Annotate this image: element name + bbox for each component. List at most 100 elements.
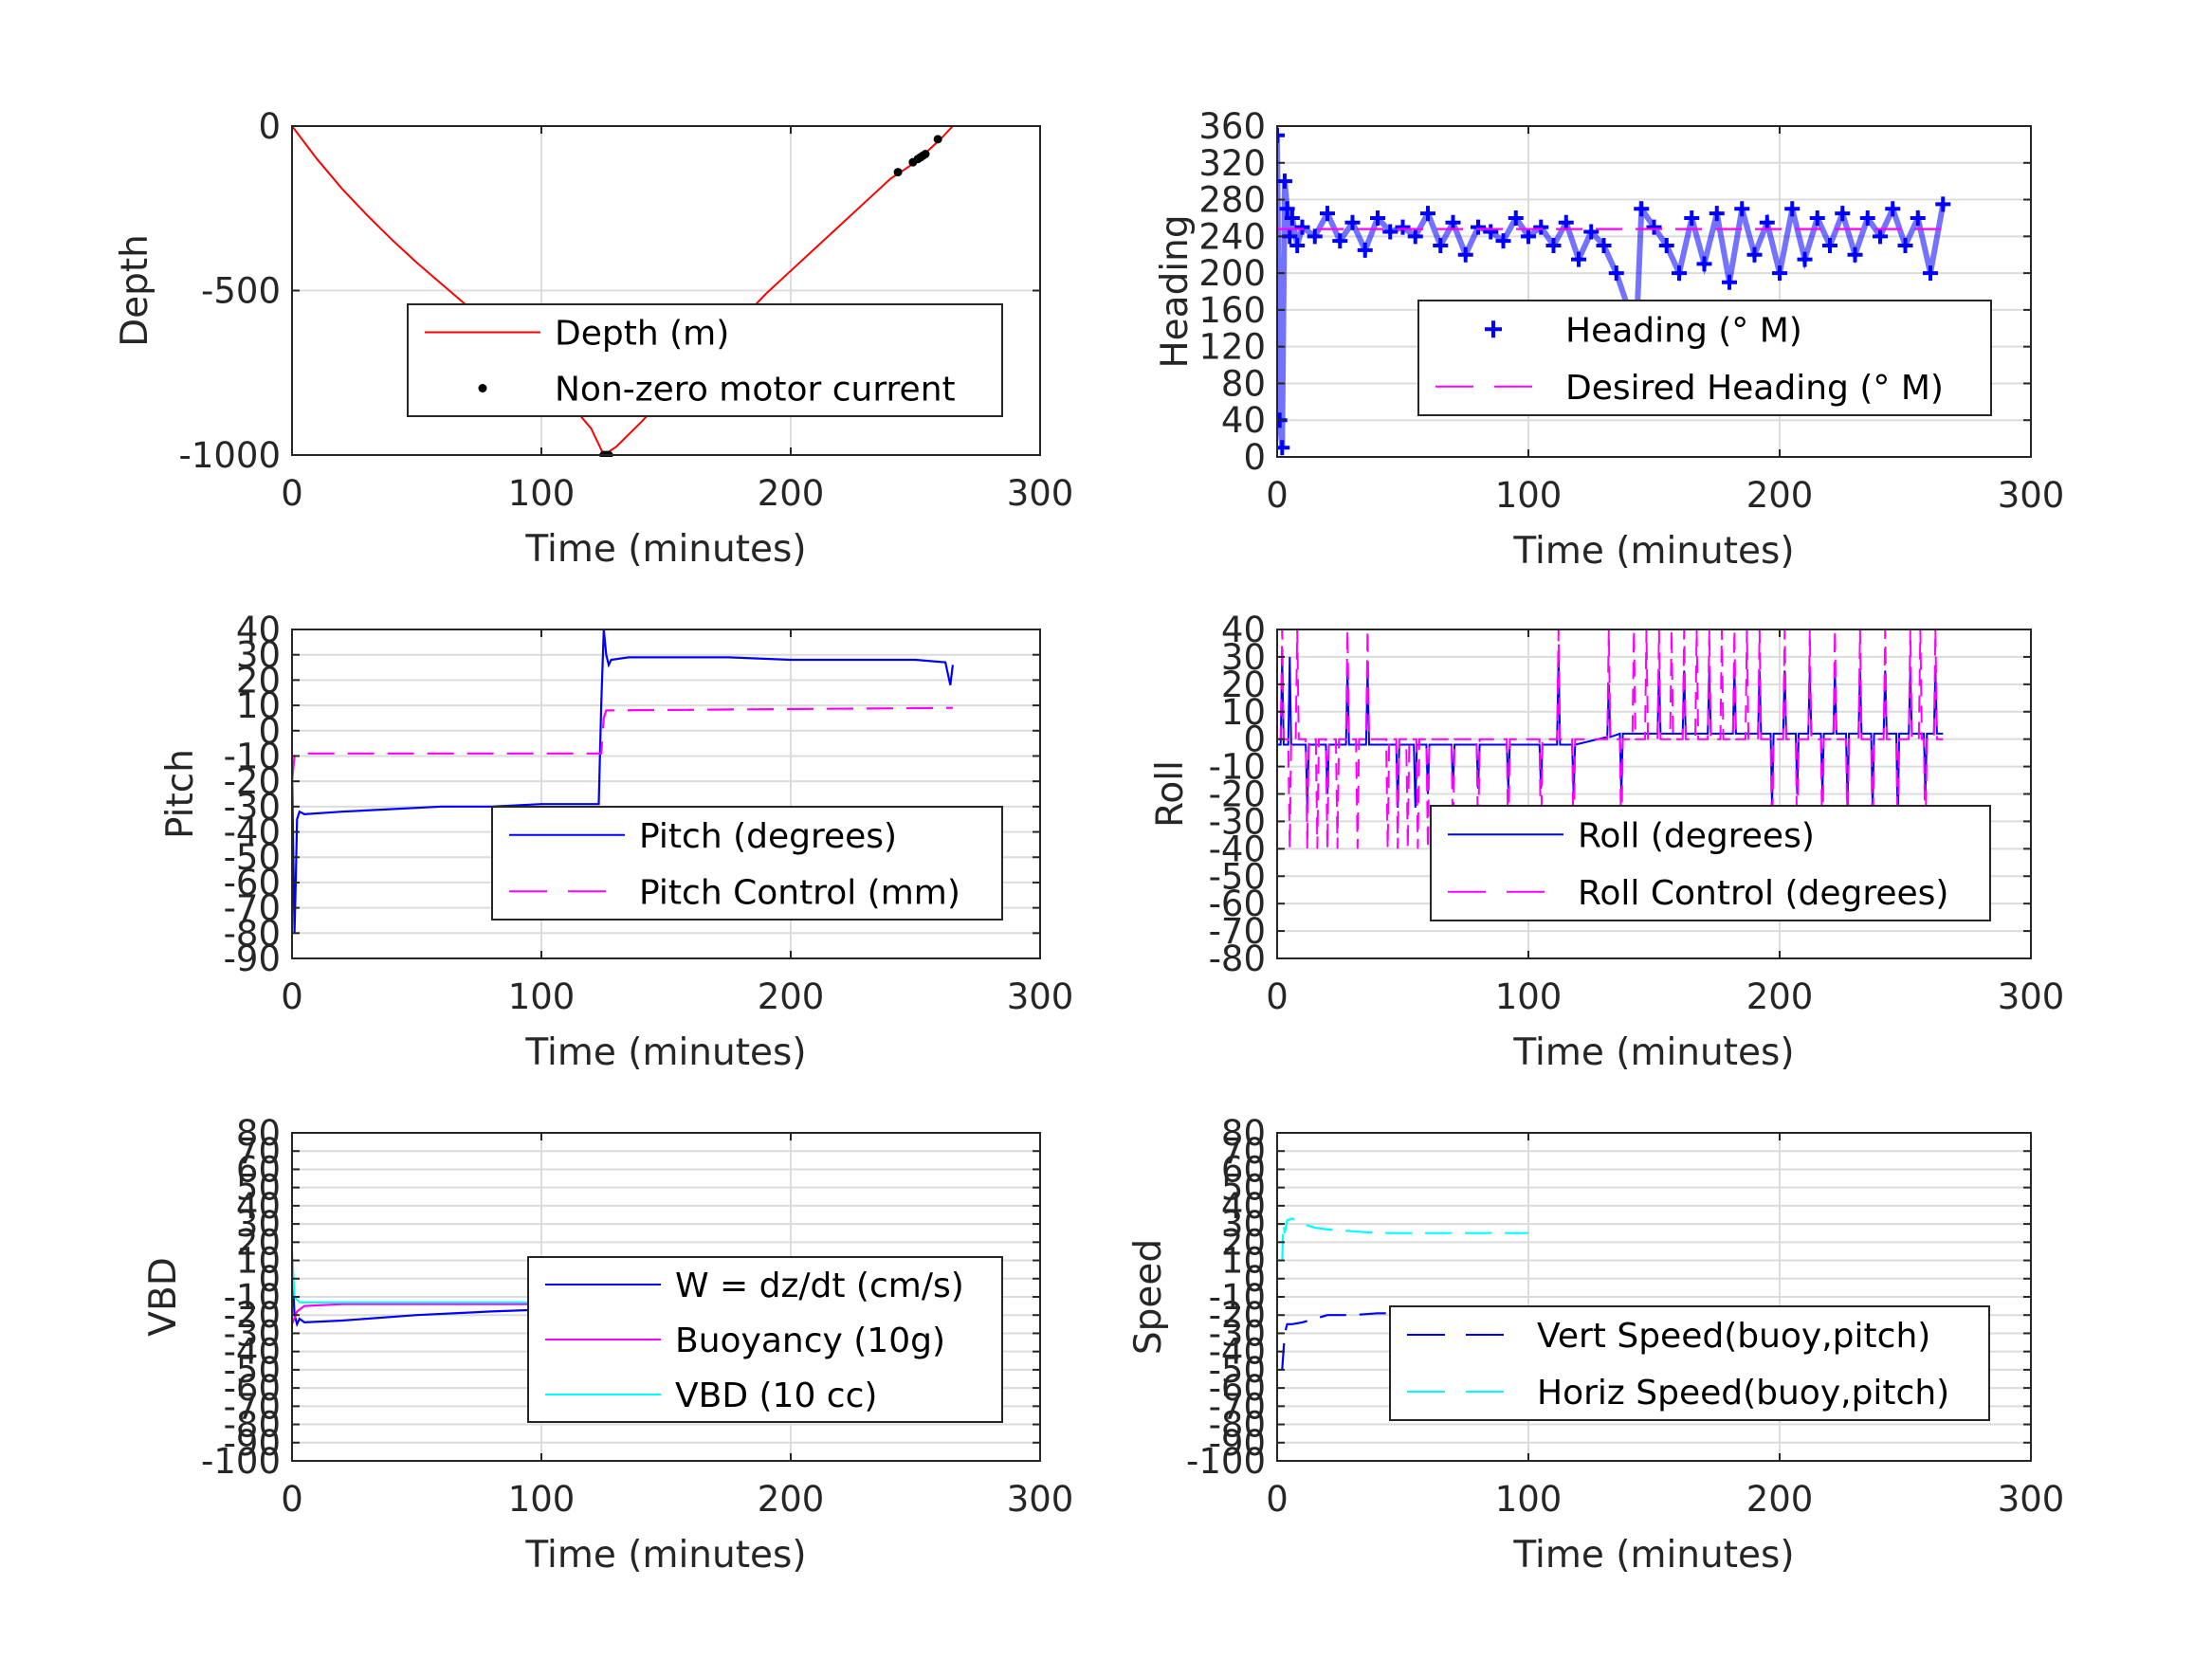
legend: Depth (m) Non-zero motor current (407, 303, 1003, 417)
x-tick-label: 200 (758, 976, 825, 1017)
y-tick-label: 20 (1221, 665, 1266, 705)
y-tick-label: 10 (236, 1241, 281, 1282)
y-tick-label: 80 (236, 1113, 281, 1154)
y-axis-label: Heading (1154, 214, 1197, 368)
legend-label: Depth (m) (555, 315, 729, 354)
x-tick-label: 300 (1998, 1479, 2065, 1520)
y-tick-label: -1000 (178, 435, 281, 476)
series-6-1-line (1281, 1312, 1542, 1370)
y-tick-label: -40 (224, 812, 281, 853)
y-tick-label: 360 (1198, 106, 1266, 147)
y-tick-label: -70 (1209, 911, 1266, 952)
y-tick-label: -90 (224, 1423, 281, 1464)
y-tick-label: -80 (1209, 939, 1266, 979)
y-tick-label: -20 (1209, 775, 1266, 815)
y-tick-label: 40 (1221, 610, 1266, 650)
panel-3: 0 100 200 300403020100-10-20-30-40-50-60-70… (159, 610, 1073, 1074)
y-axis-label: Speed (1127, 1239, 1170, 1355)
y-tick-label: -10 (1209, 747, 1266, 788)
y-tick-label: -10 (224, 1277, 281, 1318)
ticks: 0 100 200 300 0 -500 -1000 (178, 106, 1073, 514)
x-axis-label: Time (minutes) (524, 1031, 806, 1074)
legend-label: VBD (10 cc) (675, 1376, 877, 1415)
y-tick-label: -80 (224, 913, 281, 954)
x-tick-label: 300 (1007, 976, 1074, 1017)
y-tick-label: 280 (1198, 180, 1266, 221)
legend-box (1430, 805, 1991, 921)
series-1-2-point (921, 149, 930, 158)
ticks: 0 100 200 30080706050403020100-10-20-30-40-… (1186, 1113, 2064, 1520)
series-2-1-point (1277, 127, 1285, 143)
y-tick-label: 50 (236, 1168, 281, 1209)
legend-box (491, 806, 1003, 921)
y-tick-label: 10 (1221, 692, 1266, 733)
x-tick-label: 100 (508, 1479, 576, 1520)
y-tick-label: 0 (258, 711, 281, 752)
y-tick-label: 20 (1221, 1222, 1266, 1263)
panel-5: 0 100 200 30080706050403020100-10-20-30-40-… (142, 1113, 1073, 1577)
y-tick-label: -90 (1209, 1423, 1266, 1464)
x-tick-label: 0 (281, 1479, 303, 1520)
x-tick-label: 200 (1746, 1479, 1814, 1520)
y-tick-label: -60 (1209, 1368, 1266, 1409)
y-tick-label: 80 (1221, 1113, 1266, 1154)
y-tick-label: 20 (236, 660, 281, 701)
legend-sample-plus (1485, 320, 1502, 338)
x-tick-label: 100 (508, 473, 576, 514)
legend-label: Desired Heading (° M) (1565, 369, 1944, 408)
y-tick-label: 30 (236, 1204, 281, 1245)
ticks: 0 100 200 300403020100-10-20-30-40-50-60-70… (1209, 610, 2065, 1017)
y-tick-label: 40 (1221, 400, 1266, 441)
y-tick-label: 40 (1221, 1186, 1266, 1227)
y-axis-label: VBD (142, 1257, 185, 1336)
x-tick-label: 100 (1495, 1479, 1563, 1520)
x-tick-label: 200 (1746, 475, 1814, 516)
y-tick-label: 0 (1243, 720, 1266, 760)
y-tick-label: -10 (224, 736, 281, 776)
x-tick-label: 300 (1007, 473, 1074, 514)
x-tick-label: 100 (1495, 475, 1563, 516)
y-tick-label: -80 (1209, 1405, 1266, 1446)
legend-label: Pitch Control (mm) (639, 873, 960, 912)
y-tick-label: 30 (1221, 1204, 1266, 1245)
series-3-1-line (292, 629, 954, 934)
y-tick-label: 0 (1243, 1259, 1266, 1300)
y-tick-label: 60 (1221, 1149, 1266, 1190)
legend-sample-dot (478, 384, 487, 392)
y-tick-label: 240 (1198, 216, 1266, 257)
y-tick-label: 160 (1198, 290, 1266, 331)
series-group (1281, 1217, 1542, 1370)
y-tick-label: -30 (1209, 1313, 1266, 1354)
y-tick-label: 60 (236, 1149, 281, 1190)
x-tick-label: 0 (1266, 475, 1289, 516)
y-tick-label: 200 (1198, 253, 1266, 294)
axes-box (291, 629, 1041, 959)
legend-label: Roll Control (degrees) (1578, 874, 1948, 913)
y-tick-label: -20 (224, 761, 281, 802)
panel-2: 0 100 200 30004080120160200240280320360Time… (1154, 106, 2064, 573)
series-1-2-point (893, 168, 903, 177)
y-tick-label: 20 (236, 1222, 281, 1263)
series-6-2-line (1281, 1217, 1528, 1261)
y-tick-label: 30 (1221, 637, 1266, 678)
series-group (1277, 127, 1951, 456)
legend-box (407, 303, 1003, 417)
y-tick-label: -30 (224, 787, 281, 828)
legend: Roll (degrees) Roll Control (degrees) (1430, 805, 1991, 921)
y-tick-label: -60 (1209, 884, 1266, 924)
y-tick-label: 0 (258, 1259, 281, 1300)
x-tick-label: 200 (1746, 976, 1814, 1017)
y-tick-label: -70 (1209, 1386, 1266, 1427)
y-tick-label: 80 (1221, 363, 1266, 404)
axes-box (1276, 125, 2032, 458)
legend-label: Horiz Speed(buoy,pitch) (1537, 1374, 1949, 1413)
legend-box (1389, 1305, 1990, 1421)
y-tick-label: 320 (1198, 143, 1266, 184)
panel-1: 0 100 200 300 0 -500 -1000 Time (minutes) Depth D… (114, 106, 1073, 571)
y-tick-label: -40 (1209, 829, 1266, 869)
legend-label: Pitch (degrees) (639, 817, 897, 856)
panel-4: 0 100 200 300403020100-10-20-30-40-50-60-70… (1149, 610, 2064, 1074)
ticks: 0 100 200 300403020100-10-20-30-40-50-60-70… (224, 610, 1074, 1017)
